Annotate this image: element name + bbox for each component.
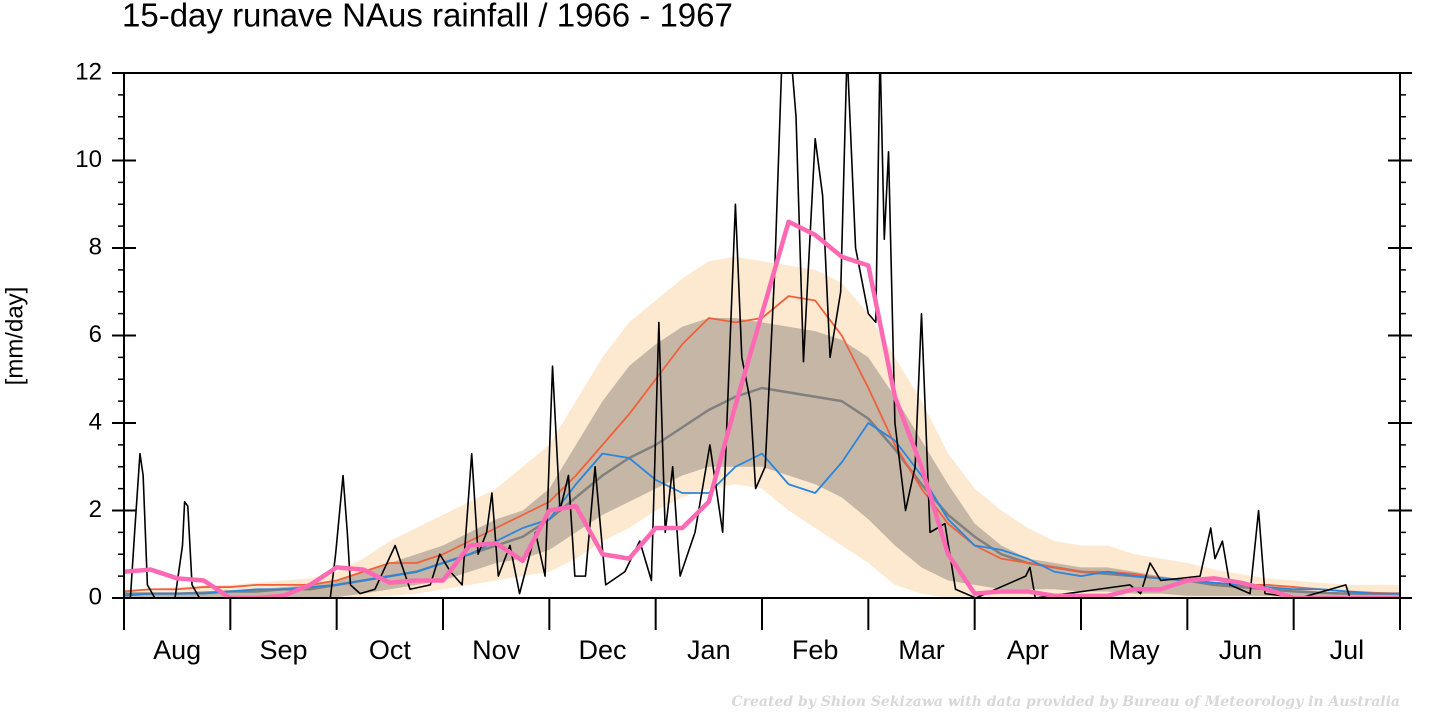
x-tick-label: May: [1109, 635, 1161, 665]
x-tick-label: Jan: [687, 635, 731, 665]
y-axis-label: [mm/day]: [1, 287, 28, 386]
y-tick-label: 0: [89, 583, 102, 610]
x-tick-label: Oct: [369, 635, 412, 665]
x-tick-label: Aug: [153, 635, 201, 665]
x-tick-label: Jul: [1330, 635, 1365, 665]
y-tick-label: 2: [89, 496, 102, 523]
x-tick-label: Mar: [898, 635, 945, 665]
y-tick-label: 6: [89, 321, 102, 348]
x-tick-label: Jun: [1219, 635, 1263, 665]
series-line: [124, 219, 1400, 598]
y-tick-label: 12: [75, 58, 102, 85]
y-tick-label: 4: [89, 408, 102, 435]
chart-title: 15-day runave NAus rainfall / 1966 - 196…: [122, 0, 733, 34]
y-tick-label: 8: [89, 233, 102, 260]
x-tick-label: Nov: [472, 635, 521, 665]
plot-area: [124, 73, 1400, 598]
band: [124, 318, 1400, 598]
x-tick-label: Dec: [578, 635, 626, 665]
credit: Created by Shion Sekizawa with data prov…: [731, 694, 1400, 710]
x-tick-label: Apr: [1007, 635, 1049, 665]
x-tick-label: Feb: [792, 635, 839, 665]
x-tick-label: Sep: [259, 635, 307, 665]
y-tick-label: 10: [75, 146, 102, 173]
series-line: [124, 73, 1400, 598]
